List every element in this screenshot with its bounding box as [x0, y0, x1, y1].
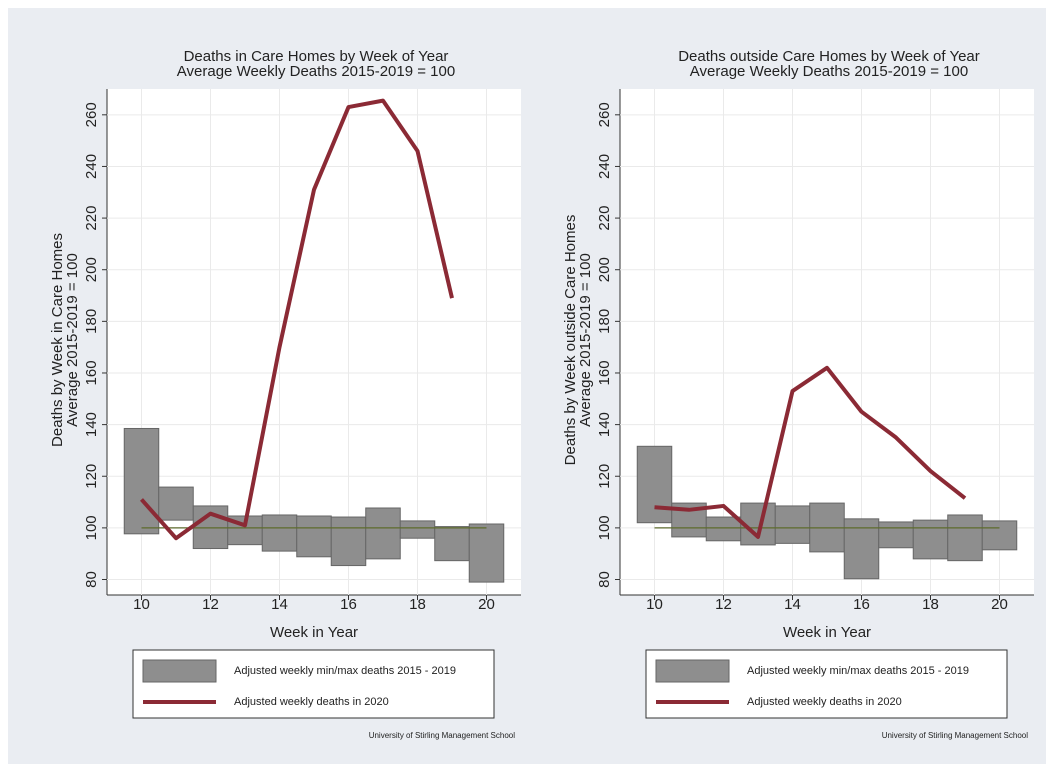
range-box: [296, 515, 332, 558]
range-box: [947, 514, 983, 562]
y-tick-label: 180: [596, 309, 613, 334]
x-tick-label: 12: [202, 596, 219, 613]
range-box: [434, 526, 470, 562]
range-box: [705, 516, 742, 542]
range-box: [843, 518, 880, 580]
y-axis-label: Deaths by Week outside Care Homes: [562, 215, 579, 466]
line-2020: [654, 365, 967, 539]
y-tick-label: 80: [596, 571, 613, 588]
y-tick-label: 200: [596, 257, 613, 282]
x-tick-label: 14: [784, 596, 801, 613]
footnote: University of Stirling Management School: [882, 731, 1029, 740]
y-tick-label: 120: [83, 464, 100, 489]
y-tick-label: 220: [596, 206, 613, 231]
legend-swatch: [142, 659, 217, 683]
x-tick-label: 20: [991, 596, 1008, 613]
footnote: University of Stirling Management School: [369, 731, 516, 740]
legend-swatch: [655, 659, 730, 683]
y-tick-label: 80: [83, 571, 100, 588]
range-box: [330, 516, 367, 567]
line-2020: [140, 98, 454, 541]
range-box: [981, 520, 1018, 551]
y-tick-label: 260: [83, 102, 100, 127]
range-box: [399, 520, 436, 539]
y-tick-label: 100: [596, 515, 613, 540]
range-box: [636, 445, 673, 524]
chart-title: Deaths outside Care Homes by Week of Yea…: [678, 48, 980, 65]
legend-label: Adjusted weekly deaths in 2020: [234, 696, 389, 708]
y-tick-label: 200: [83, 257, 100, 282]
y-tick-label: 240: [83, 154, 100, 179]
range-box: [468, 523, 505, 583]
legend-label: Adjusted weekly min/max deaths 2015 - 20…: [747, 665, 969, 677]
y-tick-label: 160: [83, 360, 100, 385]
x-tick-label: 10: [133, 596, 150, 613]
x-tick-label: 10: [646, 596, 663, 613]
chart-title: Deaths in Care Homes by Week of Year: [184, 48, 449, 65]
x-tick-label: 16: [853, 596, 870, 613]
chart-subtitle: Average Weekly Deaths 2015-2019 = 100: [177, 63, 455, 80]
range-box: [774, 505, 811, 544]
y-axis-label: Deaths by Week in Care Homes: [49, 233, 66, 447]
y-tick-label: 120: [596, 464, 613, 489]
range-box: [878, 521, 914, 549]
y-tick-label: 260: [596, 102, 613, 127]
x-axis-label: Week in Year: [270, 624, 358, 641]
range-box: [123, 427, 160, 535]
y-tick-label: 220: [83, 206, 100, 231]
y-tick-label: 140: [596, 412, 613, 437]
y-axis-label: Average 2015-2019 = 100: [577, 253, 594, 427]
y-tick-label: 160: [596, 360, 613, 385]
chart-subtitle: Average Weekly Deaths 2015-2019 = 100: [690, 63, 968, 80]
legend-label: Adjusted weekly deaths in 2020: [747, 696, 902, 708]
x-tick-label: 18: [922, 596, 939, 613]
y-tick-label: 180: [83, 309, 100, 334]
range-box: [158, 486, 194, 521]
x-tick-label: 16: [340, 596, 357, 613]
range-box: [912, 519, 949, 560]
y-axis-label: Average 2015-2019 = 100: [64, 253, 81, 427]
y-tick-label: 240: [596, 154, 613, 179]
x-tick-label: 20: [478, 596, 495, 613]
range-box: [365, 507, 401, 560]
range-box: [261, 514, 298, 552]
y-tick-label: 100: [83, 515, 100, 540]
x-tick-label: 18: [409, 596, 426, 613]
x-tick-label: 12: [715, 596, 732, 613]
legend-label: Adjusted weekly min/max deaths 2015 - 20…: [234, 665, 456, 677]
x-tick-label: 14: [271, 596, 288, 613]
y-tick-label: 140: [83, 412, 100, 437]
x-axis-label: Week in Year: [783, 624, 871, 641]
